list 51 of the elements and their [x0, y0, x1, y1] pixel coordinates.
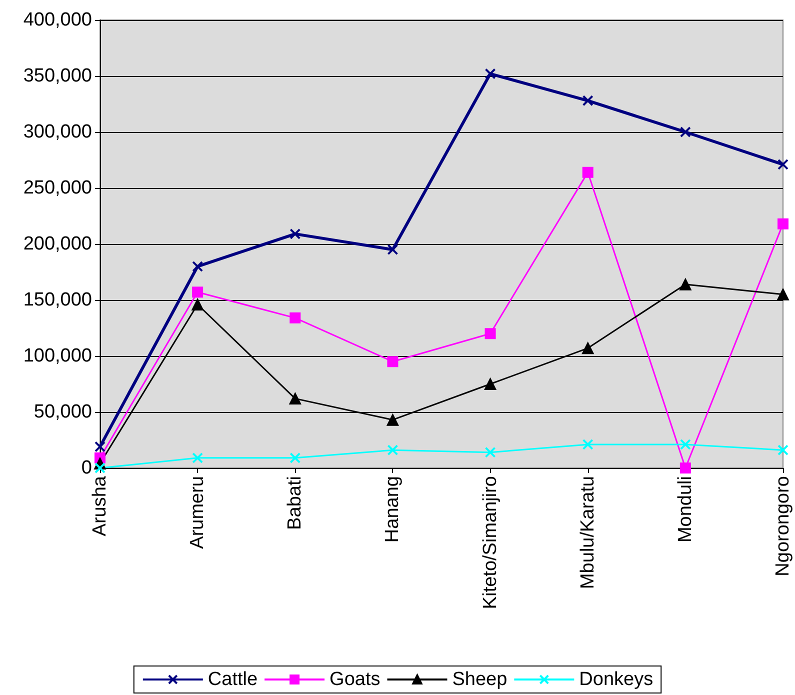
- point: [192, 298, 204, 310]
- point: [387, 444, 398, 456]
- x-tick-label: Hanang: [382, 476, 404, 543]
- y-tick-label: 100,000: [23, 346, 92, 366]
- x-tick-label: Arusha: [90, 476, 110, 536]
- y-tick-label: 0: [81, 458, 92, 478]
- point: [778, 218, 788, 230]
- x-tick-label: Ngorongoro: [772, 476, 794, 576]
- point: [778, 158, 788, 170]
- point: [582, 342, 594, 354]
- legend-label: Cattle: [208, 669, 258, 690]
- y-tick-label: 250,000: [23, 178, 92, 198]
- point: [777, 288, 789, 300]
- x-tick-label: Arumeru: [187, 476, 208, 549]
- point: [484, 378, 496, 390]
- legend-label: Goats: [330, 669, 380, 690]
- point: [94, 462, 106, 474]
- point: [582, 166, 594, 178]
- point: [679, 278, 692, 290]
- point: [192, 452, 204, 464]
- x-tick-label: Babati: [284, 476, 306, 530]
- x-tick-label: Monduli: [674, 476, 696, 543]
- point: [484, 68, 496, 80]
- point: [192, 286, 204, 298]
- y-tick-label: 350,000: [23, 66, 92, 86]
- point: [582, 95, 594, 106]
- point: [387, 356, 398, 368]
- y-tick-label: 50,000: [34, 402, 92, 422]
- point: [484, 328, 496, 340]
- point: [192, 260, 204, 272]
- point: [680, 462, 691, 474]
- point: [94, 441, 106, 452]
- x-tick-label: Mbulu/Karatu: [577, 476, 598, 590]
- x-tick-label: Kiteto/Simanjiro: [480, 476, 501, 610]
- point: [680, 126, 691, 138]
- y-tick-label: 200,000: [23, 234, 92, 254]
- point: [484, 446, 496, 458]
- y-tick-label: 150,000: [23, 290, 92, 310]
- legend-label: Sheep: [452, 669, 508, 690]
- point: [582, 438, 594, 450]
- y-tick-label: 400,000: [23, 10, 92, 30]
- point: [778, 444, 788, 456]
- point: [680, 438, 691, 450]
- legend-label: Donkeys: [579, 669, 654, 690]
- point: [290, 452, 301, 464]
- point: [290, 228, 301, 240]
- point: [387, 244, 398, 256]
- point: [386, 414, 399, 426]
- point: [290, 312, 301, 324]
- point: [289, 392, 302, 405]
- y-tick-label: 300,000: [23, 122, 92, 142]
